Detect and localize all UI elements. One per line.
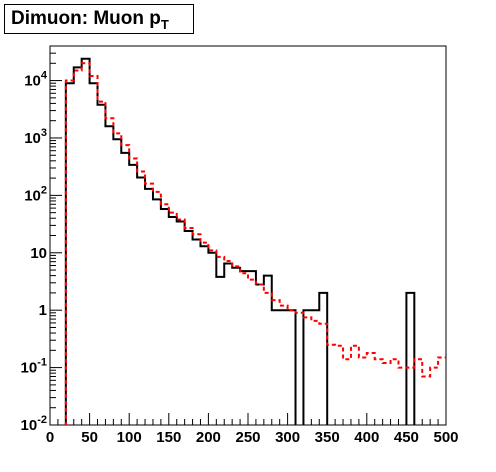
y-tick-labels: 10-2 10-1 1 10 102 103 104 (21, 70, 48, 434)
x-tick-label: 350 (315, 429, 340, 446)
y-tick-label: 104 (24, 70, 48, 90)
y-tick-label: 10-1 (21, 357, 47, 377)
x-tick-labels: 0 50 100 150 200 250 300 350 400 450 500 (46, 429, 459, 446)
chart-title: Dimuon: Muon pT (4, 4, 194, 34)
x-tick-label: 300 (275, 429, 300, 446)
series-line-1 (64, 62, 446, 425)
y-tick-label: 1 (39, 302, 47, 319)
y-tick-label: 103 (24, 127, 47, 147)
y-tick-label: 10-2 (21, 414, 47, 434)
chart-title-subscript: T (160, 17, 169, 32)
x-tick-label: 100 (117, 429, 142, 446)
axis-ticks (49, 45, 447, 426)
x-tick-label: 450 (394, 429, 419, 446)
x-tick-label: 500 (433, 429, 458, 446)
plot-frame (49, 45, 447, 426)
series-group (64, 57, 446, 425)
x-tick-label: 50 (81, 429, 98, 446)
x-tick-label: 0 (46, 429, 54, 446)
y-tick-label: 102 (24, 184, 47, 204)
chart-title-text: Dimuon: Muon p (11, 8, 161, 29)
x-tick-label: 200 (196, 429, 221, 446)
series-line-0 (64, 57, 416, 425)
x-tick-label: 250 (235, 429, 260, 446)
x-tick-label: 150 (156, 429, 181, 446)
y-tick-label: 10 (30, 245, 47, 262)
x-tick-label: 400 (354, 429, 379, 446)
